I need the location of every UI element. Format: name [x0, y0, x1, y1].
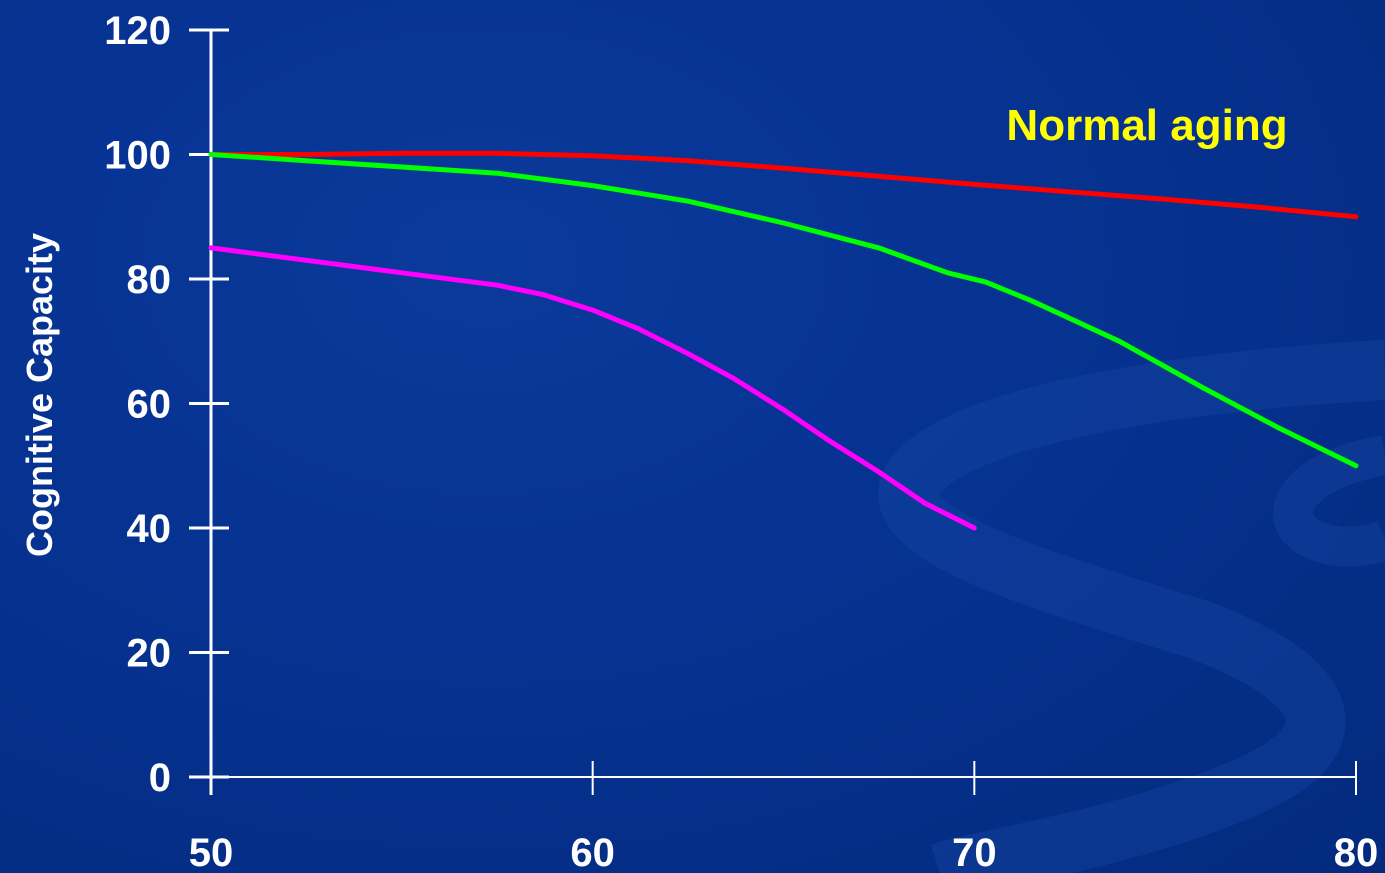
y-ticks: 0 20 40 60 80 100 120: [104, 9, 229, 800]
magenta-series-line: [208, 245, 977, 531]
x-tick-label: 80: [1334, 831, 1379, 873]
x-tick-label: 60: [570, 831, 615, 873]
y-tick-label: 40: [127, 507, 172, 551]
normal-aging-annotation: Normal aging: [1006, 101, 1287, 150]
series-layer: [208, 150, 1359, 531]
green-series-line: [208, 152, 1359, 469]
red-series-line: [208, 150, 1359, 220]
x-tick-label: 70: [952, 831, 997, 873]
background-swoosh: [878, 340, 1385, 873]
y-tick-label: 20: [127, 632, 172, 676]
axes: 0 20 40 60 80 100 120 50 60 70 80: [104, 9, 1378, 873]
x-ticks: 50 60 70 80: [189, 761, 1379, 873]
y-tick-label: 100: [104, 134, 171, 178]
y-tick-label: 80: [127, 258, 172, 302]
y-tick-label: 120: [104, 9, 171, 53]
y-axis-title: Cognitive Capacity: [19, 233, 60, 557]
y-tick-label: 0: [149, 756, 171, 800]
x-tick-label: 50: [189, 831, 234, 873]
y-tick-label: 60: [127, 383, 172, 427]
